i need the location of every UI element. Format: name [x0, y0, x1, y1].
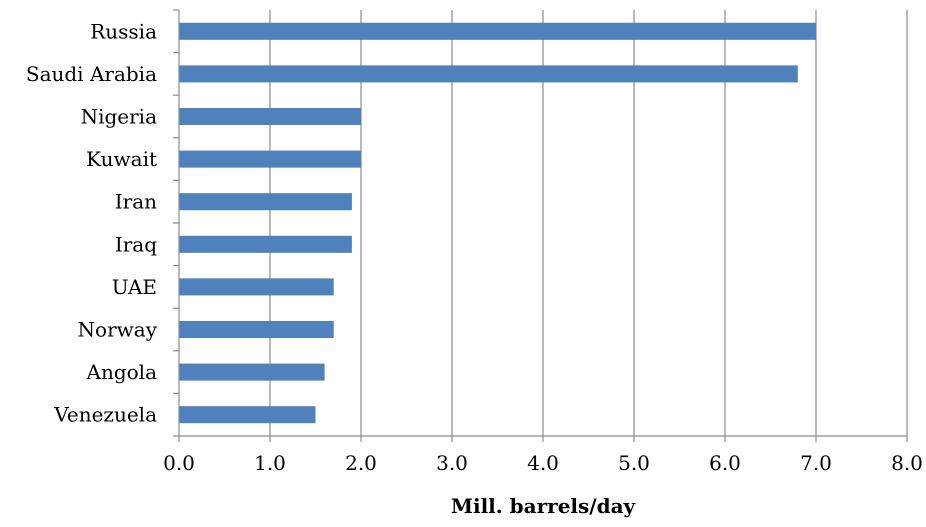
bar-nigeria — [179, 107, 361, 126]
category-label: Kuwait — [86, 147, 157, 171]
category-label: Angola — [86, 360, 158, 384]
tick-marks — [173, 9, 908, 442]
category-label: Nigeria — [81, 105, 157, 129]
category-labels: Russia Saudi Arabia Nigeria Kuwait Iran Iraq U… — [26, 19, 158, 426]
x-tick-label: 1.0 — [254, 451, 286, 475]
bar-uae — [179, 278, 334, 296]
bars — [179, 22, 816, 424]
bar-kuwait — [179, 150, 361, 168]
x-tick-label: 6.0 — [709, 451, 741, 475]
bar-saudi-arabia — [179, 65, 798, 83]
x-tick-label: 2.0 — [345, 451, 377, 475]
x-tick-label: 5.0 — [618, 451, 650, 475]
bar-venezuela — [179, 406, 316, 424]
x-tick-label: 3.0 — [436, 451, 468, 475]
x-tick-label: 8.0 — [891, 451, 923, 475]
x-axis-title: Mill. barrels/day — [451, 494, 637, 518]
category-label: Saudi Arabia — [26, 62, 157, 86]
category-label: Norway — [78, 318, 158, 342]
x-tick-label: 4.0 — [527, 451, 559, 475]
bar-russia — [179, 22, 816, 40]
category-label: UAE — [112, 275, 157, 299]
bar-iraq — [179, 235, 352, 253]
category-label: Venezuela — [53, 403, 157, 427]
x-tick-label: 0.0 — [163, 451, 195, 475]
bar-angola — [179, 363, 325, 381]
x-tick-label: 7.0 — [800, 451, 832, 475]
bar-norway — [179, 320, 334, 339]
category-label: Iraq — [115, 232, 157, 256]
category-label: Iran — [115, 190, 157, 214]
x-tick-labels: 0.0 1.0 2.0 3.0 4.0 5.0 6.0 7.0 8.0 — [163, 451, 923, 475]
category-label: Russia — [90, 19, 157, 43]
bar-iran — [179, 193, 352, 211]
